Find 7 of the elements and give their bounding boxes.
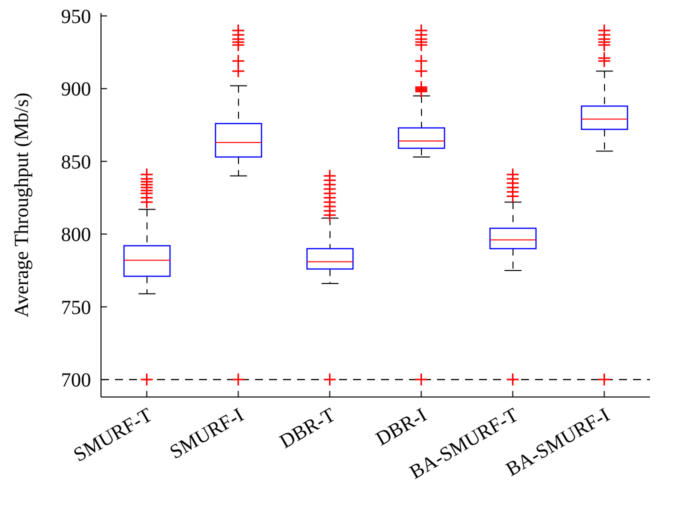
- y-tick-label: 850: [61, 151, 91, 174]
- y-axis-title: Average Throughput (Mb/s): [11, 92, 34, 318]
- y-tick-label: 950: [61, 6, 91, 28]
- y-tick-label: 900: [61, 78, 91, 101]
- y-tick-label: 800: [61, 224, 91, 246]
- y-tick-label: 750: [61, 296, 91, 319]
- y-tick-label: 700: [61, 370, 91, 392]
